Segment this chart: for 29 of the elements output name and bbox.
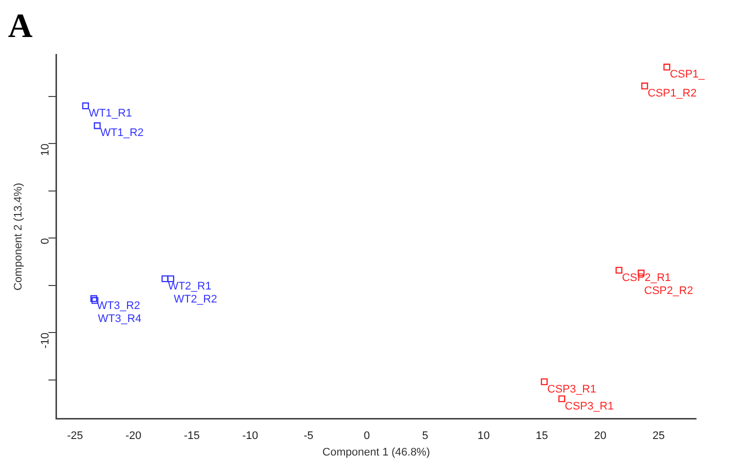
annotation: WT3_R4	[98, 313, 142, 326]
x-tick-label: 20	[594, 430, 606, 442]
x-tick-label: -20	[125, 430, 142, 442]
x-tick-label: 5	[422, 430, 428, 442]
x-tick-label: -25	[67, 430, 84, 442]
annotation: CSP2_R2	[644, 284, 694, 297]
annotation: WT1_R1	[88, 107, 132, 120]
chart-title: A	[8, 8, 33, 46]
annotation: CSP1_	[670, 68, 706, 81]
x-tick-label: -15	[184, 430, 200, 442]
x-tick-label: 25	[652, 430, 665, 442]
x-tick-label: 10	[477, 430, 490, 442]
annotation: WT3_R2	[96, 300, 140, 312]
annotation: CSP2_R1	[622, 272, 671, 284]
annotation: WT1_R2	[100, 127, 144, 140]
annotation: CSP3_R1	[564, 400, 614, 412]
y-tick-label: 10	[39, 144, 52, 156]
x-tick-label: -10	[242, 430, 258, 442]
x-tick-label: -5	[304, 430, 314, 442]
y-tick-label: 0	[39, 238, 52, 244]
y-tick-label: -10	[39, 332, 52, 349]
annotation: WT2_R2	[174, 293, 218, 306]
annotation: CSP3_R1	[547, 383, 596, 396]
y-axis-title: Component 2 (13.4%)	[12, 182, 25, 291]
x-tick-label: 0	[364, 430, 370, 442]
x-tick-label: 15	[536, 430, 548, 442]
annotation: CSP1_R2	[648, 88, 697, 100]
annotation: WT2_R1	[168, 280, 212, 292]
x-axis-title: Component 1 (46.8%)	[322, 446, 430, 458]
